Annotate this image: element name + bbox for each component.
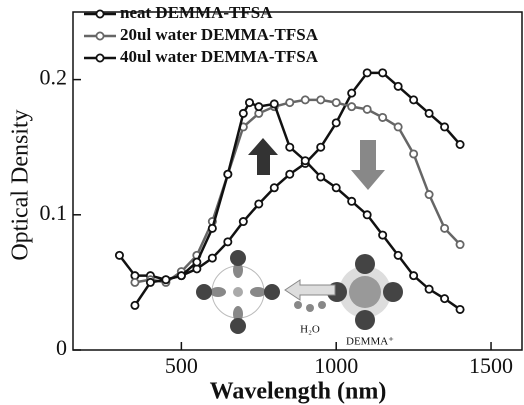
point xyxy=(300,156,310,166)
point xyxy=(176,271,186,281)
legend-label: 40ul water DEMMA-TFSA xyxy=(120,47,319,66)
point xyxy=(440,223,450,233)
y-tick-label: 0.1 xyxy=(40,200,68,225)
point xyxy=(393,250,403,260)
point xyxy=(347,102,357,112)
point xyxy=(238,108,248,118)
point xyxy=(362,210,372,220)
line xyxy=(134,98,461,284)
point xyxy=(114,250,124,260)
point xyxy=(393,81,403,91)
point xyxy=(145,277,155,287)
point xyxy=(223,169,233,179)
point xyxy=(269,99,279,109)
annotation: DEMMA⁺ xyxy=(346,336,394,348)
x-tick-label: 1500 xyxy=(469,353,513,378)
point xyxy=(254,199,264,209)
point xyxy=(378,230,388,240)
point xyxy=(130,277,140,287)
point xyxy=(300,95,310,105)
point xyxy=(409,149,419,159)
point xyxy=(424,284,434,294)
legend-marker xyxy=(95,31,105,41)
point xyxy=(347,196,357,206)
point xyxy=(440,122,450,132)
plot-area: 500 1000 1500 0 0.1 0.2 xyxy=(40,11,523,378)
point xyxy=(455,304,465,314)
point xyxy=(192,257,202,267)
point xyxy=(455,139,465,149)
point xyxy=(347,88,357,98)
inset-illustration xyxy=(196,138,403,334)
point xyxy=(238,217,248,227)
point xyxy=(207,253,217,263)
legend-marker xyxy=(95,9,105,19)
point xyxy=(331,183,341,193)
y-tick-label: 0.2 xyxy=(40,65,68,90)
point xyxy=(254,102,264,112)
point xyxy=(223,237,233,247)
y-axis-label: Optical Density xyxy=(8,109,34,260)
point xyxy=(331,98,341,108)
point xyxy=(316,172,326,182)
legend-marker xyxy=(95,53,105,63)
plot-frame xyxy=(72,11,523,351)
point xyxy=(362,68,372,78)
point xyxy=(424,190,434,200)
point xyxy=(161,275,171,285)
point xyxy=(331,118,341,128)
point xyxy=(130,300,140,310)
point xyxy=(285,142,295,152)
point xyxy=(316,142,326,152)
point xyxy=(316,95,326,105)
point xyxy=(378,112,388,122)
point xyxy=(455,240,465,250)
annotation: H₂O xyxy=(300,324,320,336)
legend-label: neat DEMMA-TFSA xyxy=(120,3,273,22)
legend-label: 20ul water DEMMA-TFSA xyxy=(120,25,319,44)
x-tick-label: 1000 xyxy=(314,353,358,378)
y-tick-label: 0 xyxy=(56,335,67,360)
point xyxy=(285,98,295,108)
point xyxy=(409,95,419,105)
point xyxy=(285,169,295,179)
point xyxy=(409,271,419,281)
point xyxy=(393,122,403,132)
point xyxy=(424,108,434,118)
point xyxy=(245,98,255,108)
x-axis-label: Wavelength (nm) xyxy=(210,379,387,405)
point xyxy=(207,223,217,233)
x-tick-label: 500 xyxy=(165,353,198,378)
point xyxy=(269,183,279,193)
point xyxy=(440,294,450,304)
point xyxy=(378,68,388,78)
point xyxy=(362,104,372,114)
